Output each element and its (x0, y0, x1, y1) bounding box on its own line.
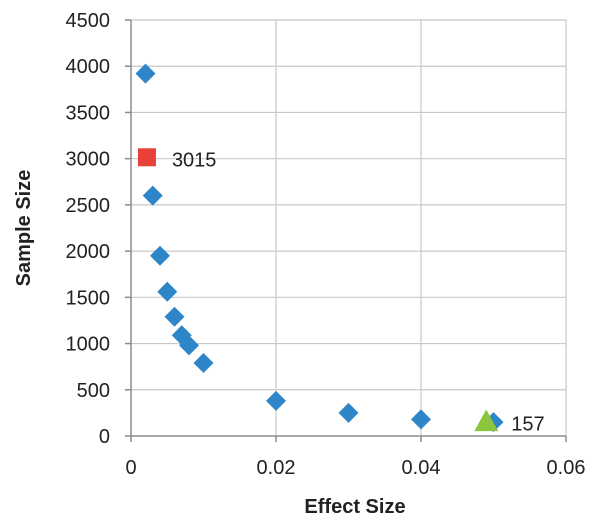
y-tick-label: 4000 (66, 56, 111, 78)
y-tick-labels: 0 500 1000 1500 2000 2500 3000 3500 4000 4500 (66, 10, 111, 448)
diamond-point (193, 352, 214, 373)
gridlines (131, 19, 567, 436)
y-tick-label: 3000 (66, 149, 111, 171)
point-data-label: 157 (511, 413, 544, 435)
diamond-point (135, 63, 156, 84)
diamond-point (338, 402, 359, 423)
point-data-label: 3015 (172, 149, 217, 171)
y-tick-label: 2500 (66, 195, 111, 217)
y-tick-label: 1500 (66, 287, 111, 309)
diamond-point (411, 409, 431, 430)
x-tick-label: 0.04 (402, 457, 441, 479)
diamond-point (266, 390, 286, 411)
y-tick-label: 1000 (66, 334, 111, 356)
diamond-point (150, 245, 170, 266)
diamond-point (157, 281, 178, 302)
triangle-point (474, 409, 499, 432)
y-axis-title: Sample Size (13, 170, 35, 287)
y-tick-label: 0 (99, 426, 110, 448)
y-tick-label: 3500 (66, 102, 111, 124)
y-tick-label: 2000 (66, 241, 111, 263)
x-tick-label: 0.06 (547, 457, 586, 479)
diamond-point (164, 306, 185, 327)
data-points (135, 63, 504, 433)
x-tick-label: 0 (125, 457, 136, 479)
y-tick-label: 4500 (66, 10, 111, 32)
x-axis-title: Effect Size (304, 496, 405, 518)
diamond-point (142, 185, 163, 206)
diamond-point (179, 335, 199, 356)
x-tick-labels: 0 0.02 0.04 0.06 (125, 457, 585, 479)
square-point (137, 148, 156, 167)
x-tick-label: 0.02 (257, 457, 296, 479)
axes (125, 19, 567, 442)
y-tick-label: 500 (77, 380, 110, 402)
data-labels: 3015 157 (172, 149, 545, 435)
